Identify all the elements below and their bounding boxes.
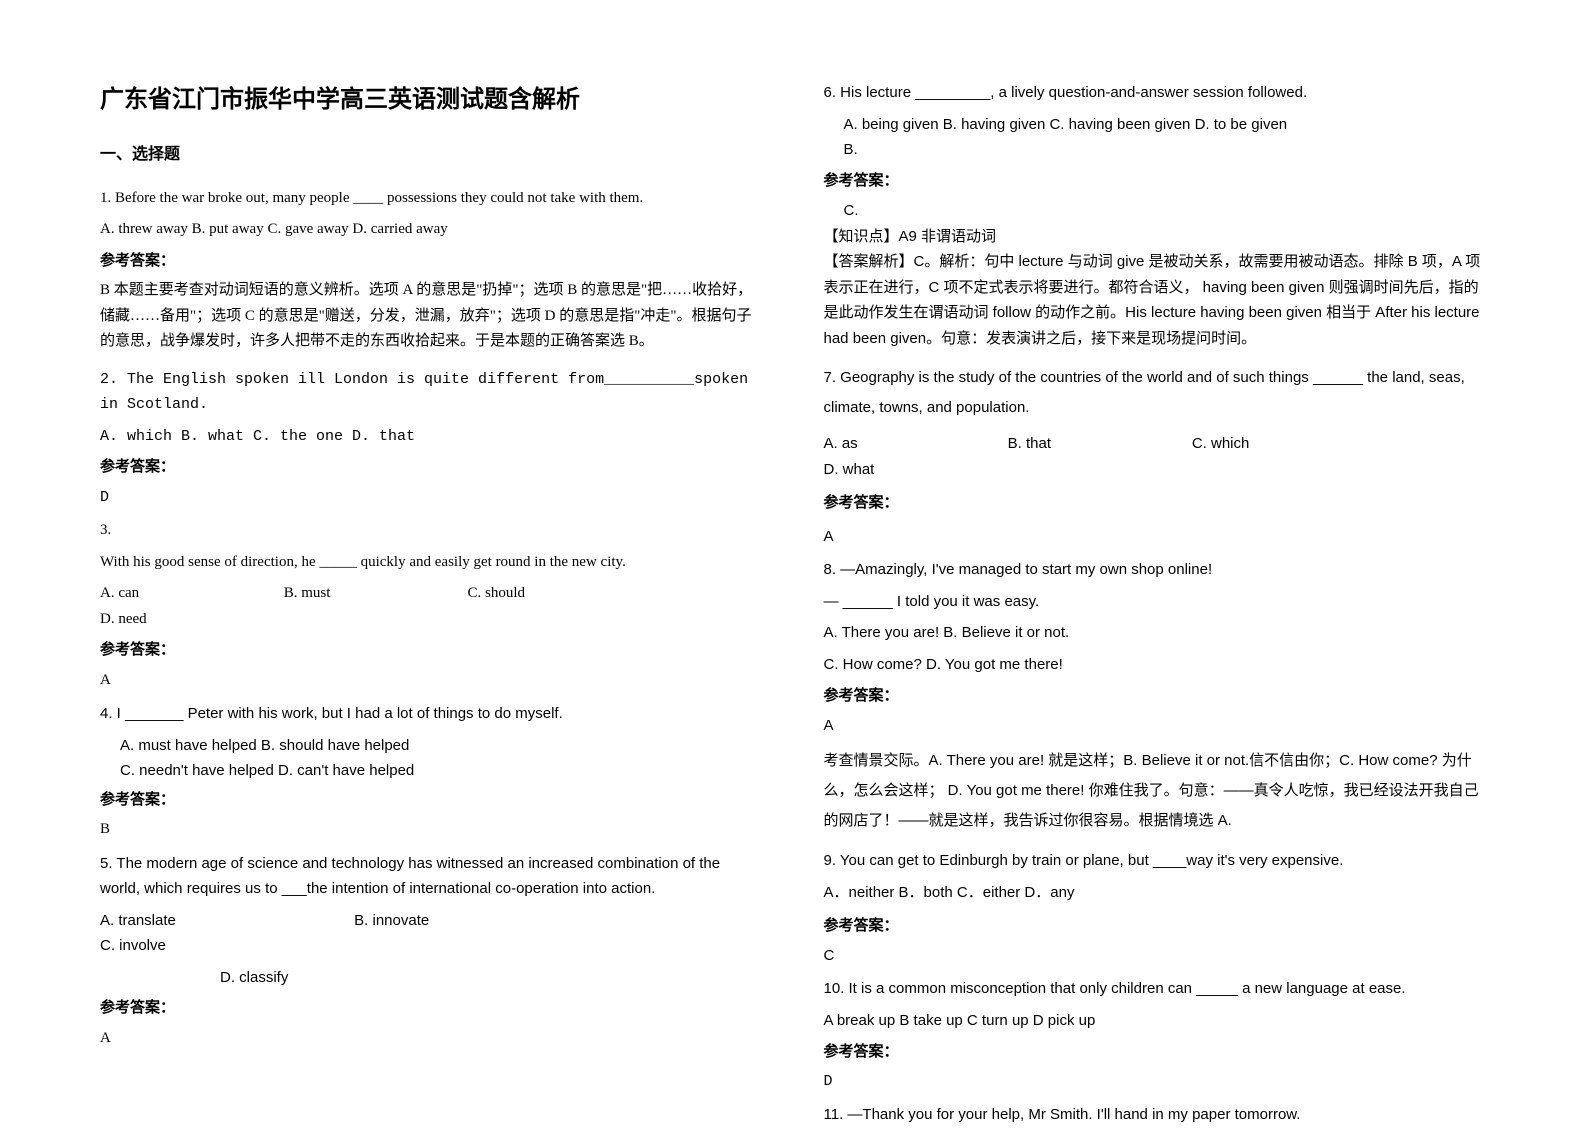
left-column: 广东省江门市振华中学高三英语测试题含解析 一、选择题 1. Before the…: [100, 80, 764, 1134]
answer-label: 参考答案：: [100, 249, 764, 275]
question-2: 2. The English spoken ill London is quit…: [100, 367, 764, 511]
option-a: A. as: [824, 431, 1004, 457]
option-b: B. that: [1008, 431, 1188, 457]
question-3-num: 3.: [100, 518, 764, 544]
question-10-options: A break up B take up C turn up D pick up: [824, 1008, 1488, 1034]
option-c: C. which: [1192, 431, 1372, 457]
document-title: 广东省江门市振华中学高三英语测试题含解析: [100, 80, 764, 121]
question-4: 4. I _______ Peter with his work, but I …: [100, 701, 764, 843]
question-8-options-1: A. There you are! B. Believe it or not.: [824, 620, 1488, 646]
question-5: 5. The modern age of science and technol…: [100, 851, 764, 1052]
option-b: B. innovate: [354, 908, 604, 934]
answer-label: 参考答案：: [824, 913, 1488, 939]
question-2-options: A. which B. what C. the one D. that: [100, 424, 764, 450]
question-6: 6. His lecture _________, a lively quest…: [824, 80, 1488, 163]
question-4-options-2: C. needn't have helped D. can't have hel…: [100, 758, 764, 784]
question-8-answer: A: [824, 713, 1488, 739]
question-6-ans-b: B.: [824, 137, 1488, 163]
question-6-text: 6. His lecture _________, a lively quest…: [824, 80, 1488, 106]
answer-label: 参考答案：: [824, 683, 1488, 709]
question-8-options-2: C. How come? D. You got me there!: [824, 652, 1488, 678]
question-1-options: A. threw away B. put away C. gave away D…: [100, 217, 764, 243]
option-c: C. involve: [100, 933, 350, 959]
question-8-explanation: 考查情景交际。A. There you are! 就是这样；B. Believe…: [824, 746, 1488, 836]
answer-label: 参考答案：: [824, 490, 1488, 516]
answer-label: 参考答案：: [824, 169, 1488, 195]
question-7-text: 7. Geography is the study of the countri…: [824, 363, 1488, 423]
question-4-options-1: A. must have helped B. should have helpe…: [100, 733, 764, 759]
question-10-answer: D: [824, 1069, 1488, 1095]
question-1-answer: B 本题主要考查对动词短语的意义辨析。选项 A 的意思是"扔掉"；选项 B 的意…: [100, 278, 764, 355]
question-5-answer: A: [100, 1026, 764, 1052]
question-6-kp: 【知识点】A9 非谓语动词: [824, 224, 1488, 250]
question-3-options: A. can B. must C. should D. need: [100, 581, 764, 632]
question-6-explanation: 【答案解析】C。解析：句中 lecture 与动词 give 是被动关系，故需要…: [824, 249, 1488, 351]
answer-label: 参考答案：: [100, 996, 764, 1022]
question-10-text: 10. It is a common misconception that on…: [824, 976, 1488, 1002]
question-9-options: A．neither B．both C．either D．any: [824, 880, 1488, 906]
question-3-text: With his good sense of direction, he ___…: [100, 550, 764, 576]
question-2-text: 2. The English spoken ill London is quit…: [100, 367, 764, 418]
option-a: A. can: [100, 581, 280, 607]
question-4-answer: B: [100, 817, 764, 843]
question-10: 10. It is a common misconception that on…: [824, 976, 1488, 1094]
question-3: 3. With his good sense of direction, he …: [100, 518, 764, 693]
question-5-options: A. translate B. innovate C. involve: [100, 908, 764, 959]
question-9: 9. You can get to Edinburgh by train or …: [824, 848, 1488, 968]
question-2-answer: D: [100, 485, 764, 511]
question-8-line2: — ______ I told you it was easy.: [824, 589, 1488, 615]
right-column: 6. His lecture _________, a lively quest…: [824, 80, 1488, 1134]
question-6-options: A. being given B. having given C. having…: [824, 112, 1488, 138]
question-1: 1. Before the war broke out, many people…: [100, 186, 764, 355]
question-11: 11. —Thank you for your help, Mr Smith. …: [824, 1102, 1488, 1128]
answer-label: 参考答案：: [824, 1039, 1488, 1065]
question-11-text: 11. —Thank you for your help, Mr Smith. …: [824, 1102, 1488, 1128]
answer-label: 参考答案：: [100, 455, 764, 481]
question-5-text: 5. The modern age of science and technol…: [100, 851, 764, 902]
question-5-option-d: D. classify: [100, 965, 764, 991]
question-7-options: A. as B. that C. which D. what: [824, 431, 1488, 482]
question-7: 7. Geography is the study of the countri…: [824, 363, 1488, 549]
page-container: 广东省江门市振华中学高三英语测试题含解析 一、选择题 1. Before the…: [100, 80, 1487, 1134]
option-d: D. what: [824, 457, 1004, 483]
option-a: A. translate: [100, 908, 350, 934]
question-9-answer: C: [824, 943, 1488, 969]
answer-label: 参考答案：: [100, 788, 764, 814]
option-c: C. should: [468, 581, 648, 607]
question-1-text: 1. Before the war broke out, many people…: [100, 186, 764, 212]
option-b: B. must: [284, 581, 464, 607]
question-4-text: 4. I _______ Peter with his work, but I …: [100, 701, 764, 727]
question-9-text: 9. You can get to Edinburgh by train or …: [824, 848, 1488, 874]
section-1-title: 一、选择题: [100, 141, 764, 168]
question-6-ans-c: C.: [824, 198, 1488, 224]
question-8-line1: 8. —Amazingly, I've managed to start my …: [824, 557, 1488, 583]
question-8: 8. —Amazingly, I've managed to start my …: [824, 557, 1488, 836]
answer-label: 参考答案：: [100, 638, 764, 664]
question-7-answer: A: [824, 524, 1488, 550]
question-3-answer: A: [100, 668, 764, 694]
option-d: D. need: [100, 607, 280, 633]
